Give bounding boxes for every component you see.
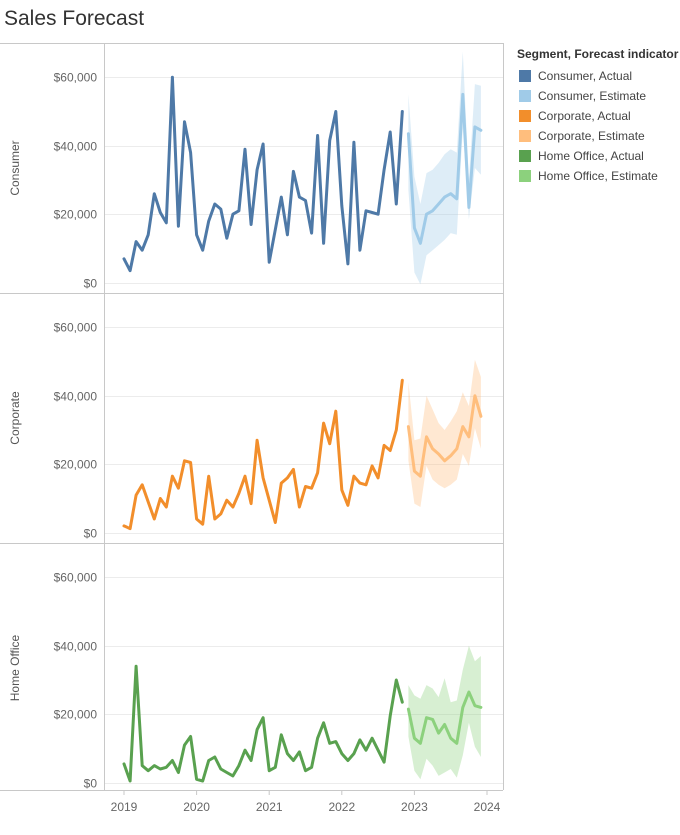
legend-swatch [519,150,531,162]
y-tick-label: $60,000 [54,71,98,85]
legend-item[interactable]: Corporate, Estimate [517,126,678,146]
legend-swatch [519,110,531,122]
legend-label: Corporate, Actual [538,109,631,123]
panel-home-office: $0 $20,000 $40,000 $60,000 Home Office [8,571,503,791]
x-tick-label: 2022 [328,800,355,814]
legend-item[interactable]: Corporate, Actual [517,106,678,126]
legend-swatch [519,130,531,142]
legend-swatch [519,70,531,82]
legend-label: Consumer, Actual [538,69,633,83]
y-tick-label: $60,000 [54,321,98,335]
panel-corporate: $0 $20,000 $40,000 $60,000 Corporate [8,321,503,541]
y-tick-label: $60,000 [54,571,98,585]
x-tick-label: 2020 [183,800,210,814]
x-tick-label: 2021 [256,800,283,814]
y-tick-label: $20,000 [54,208,98,222]
y-tick-label: $20,000 [54,458,98,472]
estimate-line [406,394,483,478]
legend-label: Consumer, Estimate [538,89,647,103]
legend-label: Corporate, Estimate [538,129,645,143]
estimate-band [408,359,481,507]
legend-title: Segment, Forecast indicator [517,47,679,61]
chart-title: Sales Forecast [4,7,145,30]
legend-item[interactable]: Home Office, Estimate [517,166,678,186]
legend-label: Home Office, Actual [538,149,644,163]
estimate-band [408,51,481,285]
row-label: Home Office [8,634,22,701]
row-label: Consumer [8,140,22,195]
estimate-band [408,645,481,780]
y-tick-label: $0 [84,527,98,541]
y-tick-label: $0 [84,777,98,791]
estimate-line [406,690,483,745]
forecast-chart: $0 $20,000 $40,000 $60,000 Consumer $0 $20,000… [0,43,504,814]
x-tick-label: 2019 [111,800,138,814]
y-tick-label: $0 [84,277,98,291]
legend-swatch [519,170,531,182]
y-tick-label: $40,000 [54,640,98,654]
row-label: Corporate [8,391,22,445]
estimate-line [406,92,483,245]
legend-swatch [519,90,531,102]
legend-item[interactable]: Home Office, Actual [517,146,678,166]
panel-consumer: $0 $20,000 $40,000 $60,000 Consumer [8,51,503,291]
actual-line [122,378,404,531]
actual-line [122,75,404,273]
legend-item[interactable]: Consumer, Actual [517,66,678,86]
x-tick-label: 2024 [474,800,501,814]
legend-label: Home Office, Estimate [538,169,658,183]
y-tick-label: $40,000 [54,390,98,404]
y-tick-label: $40,000 [54,140,98,154]
legend-items: Consumer, Actual Consumer, Estimate Corpor… [517,66,678,186]
y-tick-label: $20,000 [54,708,98,722]
legend: Segment, Forecast indicator Consumer, Ac… [517,47,678,186]
x-tick-label: 2023 [401,800,428,814]
legend-item[interactable]: Consumer, Estimate [517,86,678,106]
actual-line [122,664,404,783]
